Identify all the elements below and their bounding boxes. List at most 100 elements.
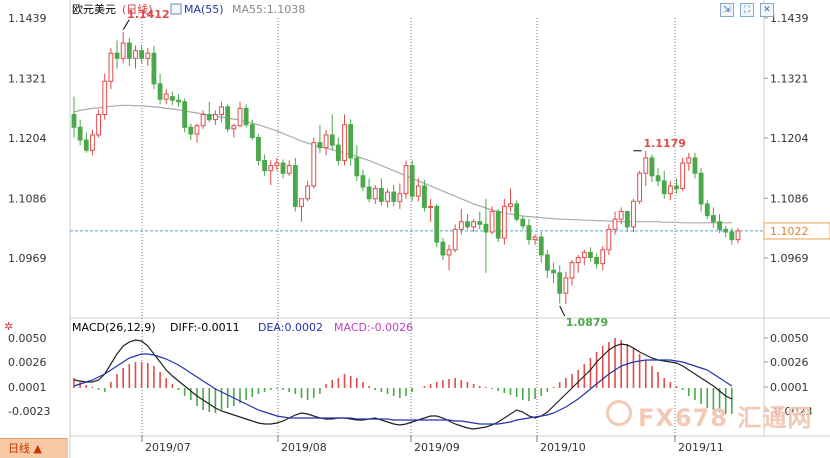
macd-tick-right: -0.0023 [770,405,812,418]
price-tick-right: 1.0969 [770,252,809,265]
annotation-low-pointer [559,305,566,317]
candle-body-up [385,191,390,202]
candle-body-up [268,165,274,172]
candle-body-up [299,198,304,207]
candle-body-down [655,175,661,182]
candle-body-up [612,218,618,230]
candle-body-down [440,241,446,256]
candle-body-down [422,185,427,208]
macd-tick-right: 0.0026 [770,356,809,369]
candle-body-down [477,221,483,225]
candle-body-up [618,211,624,220]
price-tick-left: 1.1439 [8,12,47,25]
macd-histogram [73,338,733,414]
candle-body-down [151,52,157,85]
current-price-label: 1.1022 [770,225,809,238]
candle-body-down [391,191,397,202]
price-tick-right: 1.1086 [770,192,809,205]
close-icon[interactable]: ✕ [760,3,774,17]
candle-body-up [606,228,612,251]
candle-body-down [292,165,298,207]
candle-body-up [102,80,108,116]
candle-body-down [520,218,526,227]
candle-body-up [686,157,692,164]
macd-dea: DEA:0.0002 [258,321,323,334]
candle-body-down [495,211,501,239]
period-selector-button[interactable]: 日线 ▲ [0,438,68,458]
candle-body-down [83,139,89,151]
candle-body-down [126,42,132,59]
candle-body-up [403,165,409,195]
candle-body-up [489,211,495,233]
candle-body-up [735,230,741,241]
macd-label: MACD(26,12,9) [72,321,156,334]
macd-tick-left: 0.0026 [8,356,47,369]
candle-body-up [667,185,673,195]
candle-body-down [538,236,544,256]
indicator-settings-icon[interactable]: ✲ [4,320,13,333]
candle-body-down [557,272,563,294]
candle-body-up [96,114,101,136]
candle-body-up [397,193,403,202]
candle-body-down [711,215,716,223]
candle-body-down [409,165,415,197]
candle-body-down [225,106,231,130]
macd-macd: MACD:-0.0026 [334,321,413,334]
price-tick-right: 1.1439 [770,12,809,25]
macd-diff: DIFF:-0.0011 [170,321,240,334]
annotation-local-high: 1.1179 [643,137,685,150]
chart-period: (日线) [122,2,153,16]
dif-line [73,339,733,430]
annotation-high-pointer [122,19,130,31]
candle-body-up [194,125,200,135]
candle-body-down [674,185,679,190]
candle-body-up [428,205,433,208]
candle-body-down [114,52,120,59]
candle-body-up [501,205,507,239]
candle-body-down [483,223,489,233]
candle-body-down [329,134,335,146]
ma-toggle-icon[interactable] [170,3,182,15]
candle-body-down [243,107,249,126]
candle-body-up [311,142,317,187]
annotation-high: 1.1412 [127,8,169,21]
candle-body-down [698,172,704,205]
candle-body-up [163,93,169,100]
candle-body-down [379,188,384,202]
date-label: 2019/08 [281,441,327,454]
macd-tick-right: 0.0050 [770,332,809,345]
candle-body-down [434,205,440,243]
candle-body-up [133,50,138,59]
candle-body-up [637,172,643,202]
fullscreen-icon[interactable]: ⛶ [740,3,754,17]
candle-body-up [305,185,311,200]
restore-icon[interactable]: ⇲ [720,3,734,17]
candle-body-down [551,269,556,274]
candle-body-up [372,188,378,200]
candle-body-down [182,101,188,128]
candle-body-up [471,221,477,228]
macd-tick-left: -0.0023 [8,405,50,418]
price-tick-left: 1.1321 [8,72,47,85]
candle-body-down [723,228,729,233]
candle-body-up [274,162,280,167]
candle-body-down [514,203,520,220]
candle-body-up [575,256,581,264]
candle-body-down [176,99,181,103]
current-price-box [763,222,830,240]
candle-body-up [286,165,292,174]
candle-body-up [446,249,452,256]
date-label: 2019/07 [145,441,191,454]
candlestick-series [71,31,741,304]
candle-body-up [680,162,686,190]
candle-body-up [415,185,421,197]
candle-body-down [317,142,323,149]
candle-body-down [262,159,267,172]
candle-body-up [219,106,224,116]
price-tick-left: 1.1086 [8,192,47,205]
ma-toggle-label[interactable]: MA(55) [184,3,224,16]
candle-body-down [77,126,83,141]
date-label: 2019/09 [414,441,460,454]
candle-body-down [280,162,286,174]
